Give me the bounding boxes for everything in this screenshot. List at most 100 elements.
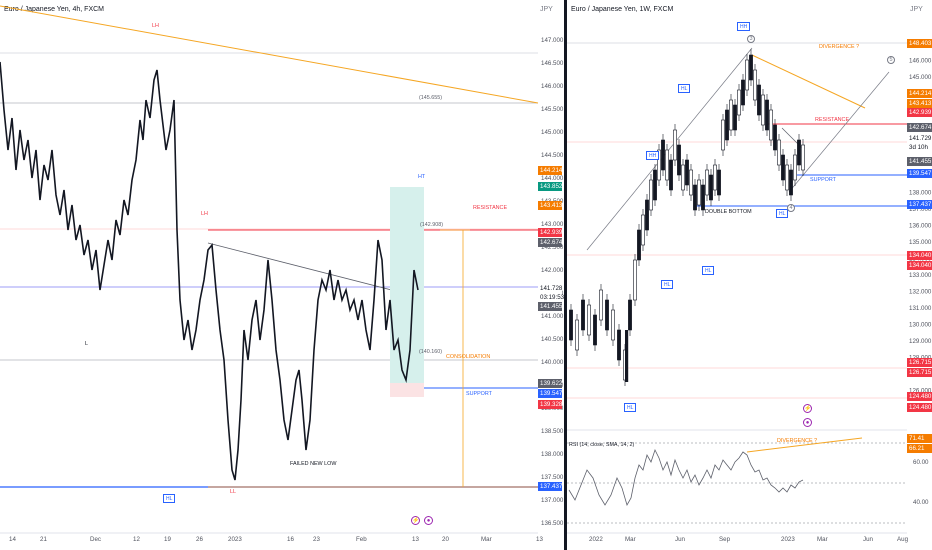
left-chart-pane[interactable]: Euro / Japanese Yen, 4h, FXCM JPY 147.00… <box>0 0 564 550</box>
right-candle <box>701 184 705 211</box>
rsi-label: RSI (14, close, SMA, 14, 2) <box>569 442 635 448</box>
right-channel-upper <box>586 47 753 251</box>
wave-4-marker: 4 <box>787 204 795 212</box>
left-price-tag: 143.852 <box>538 182 563 191</box>
right-candle <box>657 149 661 181</box>
left-y-axis-label: 143.000 <box>541 221 564 228</box>
rsi-divergence-line <box>746 437 863 453</box>
rsi-divergence-label: DIVERGENCE ? <box>777 438 817 444</box>
left-price-tag: 137.437 <box>538 482 563 491</box>
right-candle <box>641 214 645 246</box>
rsi-series <box>568 448 804 507</box>
right-y-axis-label: 145.000 <box>909 74 932 81</box>
right-y-axis-label: 135.000 <box>909 239 932 246</box>
left-x-axis-label: 12 <box>133 536 140 543</box>
right-candle <box>669 159 673 191</box>
right-candle <box>749 54 753 81</box>
right-y-axis-label: 133.000 <box>909 272 932 279</box>
left-price-tag: 141.728 <box>538 284 563 293</box>
left-failed-new-low-label: FAILED NEW LOW <box>290 461 337 467</box>
left-price-chart[interactable]: 147.000 146.500 146.000 145.500 145.000 144.5… <box>0 0 564 550</box>
right-price-tag: 124.480 <box>907 403 932 412</box>
rsi-level-40: 40.00 <box>913 499 929 506</box>
right-event-icon[interactable]: ● <box>803 418 812 427</box>
right-channel-lower <box>788 71 890 193</box>
left-y-axis-label: 144.000 <box>541 175 564 182</box>
right-price-tag: 144.214 <box>907 89 932 98</box>
right-price-tag: 134.040 <box>907 261 932 270</box>
right-x-axis-label: Jun <box>863 536 874 543</box>
right-lightning-icon[interactable]: ⚡ <box>803 404 812 413</box>
right-candle <box>661 139 665 171</box>
right-candle <box>693 184 697 211</box>
left-lightning-icon[interactable]: ⚡ <box>411 516 420 525</box>
right-candle <box>745 59 749 91</box>
left-price-label-145: (145.655) <box>419 95 442 101</box>
right-candle <box>709 174 713 201</box>
right-candle <box>793 154 797 181</box>
left-price-tag: 03:19:53 <box>538 293 564 302</box>
right-candle <box>611 309 615 341</box>
right-candle <box>697 179 701 206</box>
left-position-stop-zone <box>390 383 424 397</box>
right-candle <box>757 84 761 116</box>
left-y-axis-label: 145.500 <box>541 106 564 113</box>
right-chart-pane[interactable]: Euro / Japanese Yen, 1W, FXCM JPY 147.00… <box>567 0 932 550</box>
left-l-label: L <box>85 341 88 347</box>
right-candle <box>617 329 621 361</box>
right-candle <box>628 299 632 331</box>
right-y-axis-label: 130.000 <box>909 322 932 329</box>
right-candle <box>593 314 597 346</box>
right-candle <box>765 99 769 131</box>
right-candle <box>733 104 737 131</box>
right-candle <box>649 179 653 211</box>
right-candle <box>653 169 657 201</box>
left-event-icon[interactable]: ● <box>424 516 433 525</box>
left-grey-trend-line <box>207 242 416 297</box>
left-x-axis-label: 13 <box>412 536 419 543</box>
left-x-axis-label: 26 <box>196 536 203 543</box>
left-y-axis-label: 147.000 <box>541 37 564 44</box>
left-y-axis-label: 141.000 <box>541 313 564 320</box>
left-y-axis-label: 145.000 <box>541 129 564 136</box>
left-y-axis-label: 138.000 <box>541 451 564 458</box>
left-price-label-142: (142.908) <box>420 222 443 228</box>
right-price-tag: 142.674 <box>907 123 932 132</box>
right-candle <box>781 154 785 181</box>
right-support-label: SUPPORT <box>810 177 837 183</box>
left-x-axis-label: 19 <box>164 536 171 543</box>
left-y-axis-label: 137.000 <box>541 497 564 504</box>
right-currency-label: JPY <box>910 6 923 13</box>
right-candle <box>587 304 591 336</box>
right-candle <box>717 169 721 196</box>
left-y-axis-label: 142.500 <box>541 244 564 251</box>
right-x-axis-label: Aug <box>897 536 909 543</box>
pane-divider[interactable] <box>564 0 567 550</box>
right-candle <box>673 129 677 161</box>
right-hl-box-5: HL <box>776 209 789 218</box>
right-candle <box>713 164 717 191</box>
right-hl-box-4: HL <box>624 403 637 412</box>
right-hl-box-1: HL <box>678 84 691 93</box>
left-chart-title: Euro / Japanese Yen, 4h, FXCM <box>4 6 105 13</box>
right-candle <box>575 319 579 351</box>
right-y-axis-label: 129.000 <box>909 338 932 345</box>
right-candle <box>777 139 781 166</box>
left-price-tag: 142.939 <box>538 228 563 237</box>
right-resistance-label: RESISTANCE <box>815 117 849 123</box>
left-price-tag: 141.455 <box>538 302 563 311</box>
right-candle <box>769 109 773 141</box>
right-price-tag: 143.413 <box>907 99 932 108</box>
rsi-value-tag: 66.21 <box>907 444 932 453</box>
right-x-axis-label: 2023 <box>781 536 795 543</box>
left-x-axis-label: Dec <box>90 536 101 543</box>
left-y-axis-label: 140.000 <box>541 359 564 366</box>
left-x-axis-label: 2023 <box>228 536 242 543</box>
right-y-axis-label: 136.000 <box>909 223 932 230</box>
right-candle <box>581 299 585 331</box>
right-price-tag: 126.715 <box>907 358 932 367</box>
right-candle <box>681 164 685 191</box>
right-price-tag: 137.437 <box>907 200 932 209</box>
right-price-chart[interactable]: 147.000146.000145.000144.000143.000142.0… <box>567 0 932 550</box>
right-candle <box>753 69 757 101</box>
